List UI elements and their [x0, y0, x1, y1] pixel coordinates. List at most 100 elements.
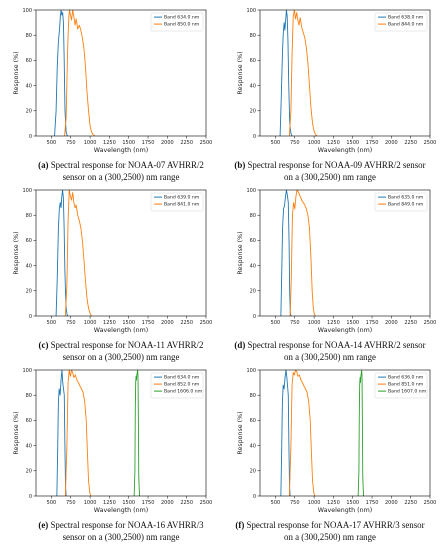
- y-tick-label: 60: [26, 238, 32, 244]
- y-tick-label: 80: [250, 213, 256, 219]
- legend-label: Band 850.0 nm: [164, 22, 200, 28]
- y-tick-label: 60: [250, 58, 256, 64]
- y-tick-label: 80: [26, 213, 32, 219]
- x-tick-label: 1500: [346, 140, 359, 146]
- x-tick-label: 750: [66, 320, 76, 326]
- x-axis-label: Wavelength (nm): [94, 327, 148, 334]
- y-tick-label: 20: [250, 109, 256, 115]
- panel-caption-line-1: (a) Spectral response for NOAA-07 AVHRR/…: [38, 160, 204, 170]
- x-tick-label: 2500: [424, 320, 437, 326]
- legend-label: Band 1606.0 nm: [164, 389, 203, 395]
- x-tick-label: 1750: [366, 140, 379, 146]
- panel-caption-line-1: (f) Spectral response for NOAA-17 AVHRR/…: [235, 520, 424, 530]
- x-tick-label: 2000: [161, 140, 174, 146]
- series-line-2: [288, 370, 316, 496]
- legend-label: Band 639.0 nm: [164, 195, 200, 201]
- x-tick-label: 1750: [142, 140, 155, 146]
- y-tick-label: 20: [26, 469, 32, 475]
- y-tick-label: 0: [29, 314, 32, 320]
- x-tick-label: 1750: [366, 320, 379, 326]
- x-tick-label: 2500: [200, 140, 213, 146]
- y-axis-label: Response (%): [237, 411, 244, 454]
- series-line-1: [279, 10, 293, 136]
- panel-caption-text: Spectral response for NOAA-11 AVHRR/2: [48, 340, 203, 350]
- y-tick-label: 40: [26, 443, 32, 449]
- x-tick-label: 1250: [327, 320, 340, 326]
- legend-box: [150, 192, 204, 212]
- y-tick-label: 60: [26, 418, 32, 424]
- legend-label: Band 638.0 nm: [388, 15, 424, 21]
- legend-label: Band 635.0 nm: [388, 195, 424, 201]
- x-tick-label: 2000: [385, 320, 398, 326]
- legend-label: Band 841.0 nm: [164, 202, 200, 208]
- y-axis-label: Response (%): [237, 231, 244, 274]
- panel-caption-line-2: sensor on a (300,2500) nm range: [63, 172, 180, 182]
- panel-caption-line-2: sensor on a (300,2500) nm range: [63, 532, 180, 542]
- panel-caption-label: (e): [38, 520, 48, 530]
- x-axis-label: Wavelength (nm): [318, 327, 372, 334]
- legend-box: [150, 372, 204, 399]
- x-tick-label: 2250: [404, 500, 417, 506]
- x-tick-label: 1250: [327, 500, 340, 506]
- y-axis-label: Response (%): [13, 231, 20, 274]
- x-tick-label: 1000: [308, 140, 321, 146]
- y-tick-label: 40: [26, 83, 32, 89]
- y-tick-label: 80: [26, 33, 32, 39]
- plot-frame: [35, 189, 207, 317]
- x-tick-label: 2250: [180, 140, 193, 146]
- legend-label: Band 849.0 nm: [388, 202, 424, 208]
- panel-caption-line-1: (e) Spectral response for NOAA-16 AVHRR/…: [38, 520, 204, 530]
- panel-caption-text: Spectral response for NOAA-09 AVHRR/2 se…: [245, 160, 425, 170]
- chart-panel-f: 500 750 1000 1250 1500 1750 2000 2250 2500 0 20 40 6…: [235, 368, 436, 542]
- y-tick-label: 100: [246, 8, 256, 14]
- x-tick-label: 500: [47, 140, 57, 146]
- panel-caption-text: Spectral response for NOAA-07 AVHRR/2: [48, 160, 203, 170]
- x-tick-label: 1250: [103, 500, 116, 506]
- y-tick-label: 40: [250, 263, 256, 269]
- x-tick-label: 1000: [308, 320, 321, 326]
- x-tick-label: 2500: [424, 140, 437, 146]
- legend-label: Band 1607.0 nm: [388, 389, 427, 395]
- y-tick-label: 0: [29, 494, 32, 500]
- x-tick-label: 750: [66, 140, 76, 146]
- x-tick-label: 1500: [346, 320, 359, 326]
- legend-box: [374, 372, 428, 399]
- x-tick-label: 2500: [424, 500, 437, 506]
- x-tick-label: 750: [66, 500, 76, 506]
- x-tick-label: 500: [271, 140, 281, 146]
- panel-caption-label: (c): [39, 340, 49, 350]
- x-tick-label: 1250: [103, 140, 116, 146]
- panel-caption-text: Spectral response for NOAA-14 AVHRR/2 se…: [245, 340, 425, 350]
- x-tick-label: 1500: [122, 320, 135, 326]
- panel-caption-line-2: on a (300,2500) nm range: [284, 172, 376, 182]
- series-line-1: [280, 190, 292, 316]
- chart-panel-b: 500 750 1000 1250 1500 1750 2000 2250 2500 0 20 40 6…: [234, 8, 436, 182]
- y-axis-label: Response (%): [13, 51, 20, 94]
- legend-box: [150, 12, 204, 32]
- panel-caption-label: (a): [38, 160, 48, 170]
- y-tick-label: 60: [250, 238, 256, 244]
- y-tick-label: 80: [250, 33, 256, 39]
- x-axis-label: Wavelength (nm): [94, 147, 148, 154]
- panel-caption-text: Spectral response for NOAA-17 AVHRR/3 se…: [244, 520, 424, 530]
- x-tick-label: 1750: [142, 500, 155, 506]
- x-axis-label: Wavelength (nm): [318, 507, 372, 514]
- panel-caption-label: (b): [234, 160, 245, 170]
- x-tick-label: 750: [290, 140, 300, 146]
- plot-frame: [35, 369, 207, 497]
- y-tick-label: 100: [246, 368, 256, 374]
- y-tick-label: 100: [22, 8, 32, 14]
- panel-caption-line-1: (c) Spectral response for NOAA-11 AVHRR/…: [39, 340, 204, 350]
- y-tick-label: 0: [253, 314, 256, 320]
- y-tick-label: 80: [26, 393, 32, 399]
- y-tick-label: 40: [250, 443, 256, 449]
- x-tick-label: 500: [47, 500, 57, 506]
- x-tick-label: 2000: [385, 500, 398, 506]
- y-tick-label: 20: [250, 289, 256, 295]
- y-tick-label: 40: [250, 83, 256, 89]
- x-tick-label: 1500: [122, 500, 135, 506]
